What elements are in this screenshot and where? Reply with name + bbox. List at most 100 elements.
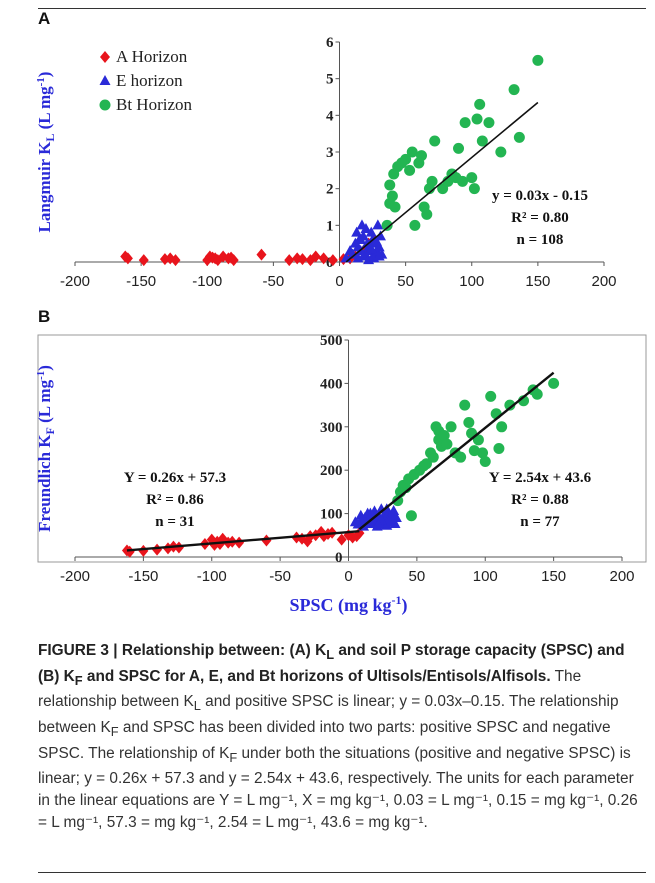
caption-text-2: and positive SPSC is linear; y = 0.03x–0… [38,693,619,737]
y-tick-label: 3 [326,145,334,161]
data-point [504,399,516,411]
fit-annotation: y = 0.03x - 0.15 [492,188,588,204]
data-point [441,438,453,450]
caption-text-3: and SPSC has been divided into two parts… [38,719,611,762]
x-tick-label: 0 [344,568,352,585]
x-tick-label: 150 [525,273,550,290]
series-e-horizon [340,219,388,265]
data-point [532,54,544,66]
legend: A Horizon E horizon Bt Horizon [99,47,193,114]
caption-text-2-sub: F [110,724,119,740]
data-point [531,388,543,400]
legend-label: A Horizon [116,47,188,66]
legend-marker [100,51,110,63]
x-tick-label: 0 [335,273,343,290]
y-tick-label: 0 [335,550,343,566]
data-point [228,254,239,267]
plot-frame [37,334,647,563]
data-point [355,234,367,244]
data-point [508,84,520,96]
y-tick-label: 400 [320,376,343,392]
data-point [365,243,377,254]
data-point [365,226,377,237]
caption-text-1-sub: L [193,698,201,714]
data-point [495,146,507,158]
data-point [310,250,321,263]
y-tick-label: 0 [326,255,334,271]
fit-annotation: R² = 0.80 [511,210,569,226]
data-point [479,456,491,468]
x-tick-label: -200 [60,273,90,290]
caption-title-sub: L [326,647,335,663]
caption-text-4: under both the situations (positive and … [38,744,638,831]
data-point [327,254,338,267]
data-point [212,254,223,267]
data-point [445,421,457,433]
x-tick-label: -150 [126,273,156,290]
x-tick-label: 100 [459,273,484,290]
panel-label: B [38,307,50,326]
data-point [548,377,560,389]
data-point [202,254,213,267]
caption-text-1: The relationship between K [38,667,582,711]
fit-line-negative [126,530,360,552]
data-point [373,518,385,529]
data-point [170,254,181,267]
data-point [404,164,416,176]
data-point [390,511,402,522]
data-point [474,98,486,110]
data-point [455,451,467,463]
data-point [138,254,149,267]
fit-annotation-negative: n = 31 [155,514,194,530]
x-tick-label: -150 [128,568,158,585]
y-tick-label: 300 [320,420,343,436]
data-point [336,533,347,546]
data-point [386,190,398,202]
data-point [513,131,525,143]
data-point [305,254,316,267]
data-point [496,421,508,433]
data-point [357,250,369,261]
data-point [234,536,245,549]
data-point [173,541,184,554]
data-point [256,248,267,261]
fit-annotation: n = 108 [517,232,564,248]
y-tick-label: 100 [320,507,343,523]
series-bt-horizon [381,54,544,231]
data-point [373,241,385,252]
data-point [405,510,417,522]
series-a-horizon [121,525,365,558]
panel-b: B -200 -150 -100 -50 0 50 100 150 200 0 100 200 300 40… [35,307,647,616]
data-point [463,416,475,428]
y-tick-label: 4 [326,108,334,124]
fit-annotation-positive: R² = 0.88 [511,492,569,508]
legend-marker [99,75,111,85]
caption-title-sub2: F [74,672,83,688]
y-axis-label: Langmuir KL (L mg-1) [35,72,57,233]
x-tick-label: 150 [541,568,566,585]
x-tick-label: 100 [473,568,498,585]
series-bt-horizon [392,377,560,522]
figure-caption: FIGURE 3 | Relationship between: (A) KL … [38,640,638,833]
data-point [297,253,308,266]
caption-text-3-sub: F [229,749,238,765]
data-point [138,544,149,557]
data-point [409,219,421,231]
figure-bottom-rule [38,872,646,873]
data-point [468,183,480,195]
x-tick-label: 50 [397,273,414,290]
data-point [493,443,505,454]
data-point [485,390,497,402]
x-tick-label: -100 [197,568,227,585]
data-point [477,447,489,459]
data-point [427,451,439,463]
caption-title-rest1: and soil P storage capacity (SPSC) and (… [38,642,625,685]
caption-title: FIGURE 3 | Relationship between: (A) K [38,642,327,659]
data-point [406,146,418,158]
x-tick-label: -100 [192,273,222,290]
data-point [421,208,433,220]
data-point [318,252,329,265]
y-tick-label: 2 [326,182,334,198]
data-point [381,219,393,231]
fit-annotation-negative: Y = 0.26x + 57.3 [124,470,226,486]
